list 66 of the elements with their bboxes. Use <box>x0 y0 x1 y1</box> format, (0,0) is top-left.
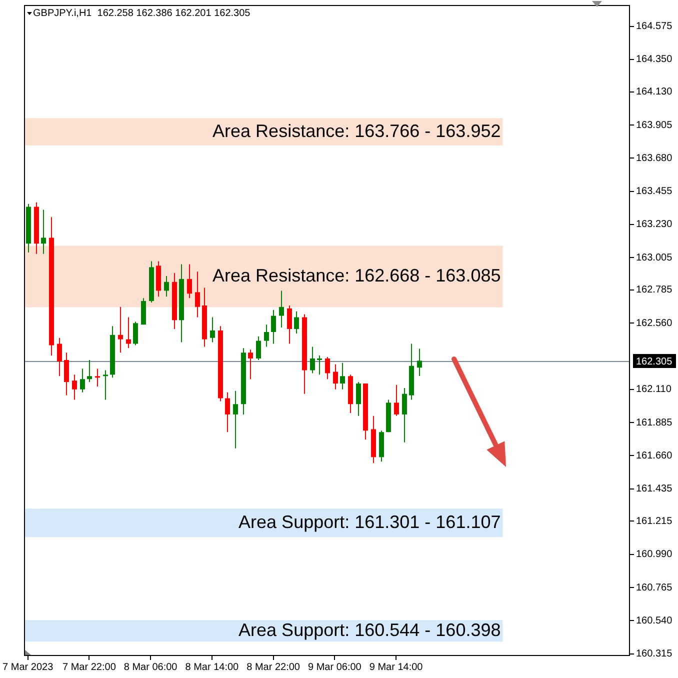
y-tick-label: 161.435 <box>636 484 673 495</box>
candlestick <box>264 324 269 348</box>
band-label: Area Resistance: 163.766 - 163.952 <box>212 120 501 141</box>
candlestick <box>233 390 238 449</box>
candlestick <box>64 352 69 396</box>
candlestick <box>195 271 200 318</box>
candlestick <box>356 382 361 416</box>
band-label: Area Support: 161.301 - 161.107 <box>238 512 501 532</box>
candlestick <box>187 264 192 299</box>
candlestick <box>141 298 146 326</box>
candlestick <box>248 349 253 380</box>
y-tick-label: 161.885 <box>636 417 673 428</box>
candlestick <box>41 209 46 254</box>
candlestick <box>95 368 100 387</box>
y-tick-label: 160.765 <box>636 582 673 594</box>
candlestick <box>271 309 276 344</box>
y-tick-label: 163.455 <box>636 186 673 198</box>
candlestick <box>80 368 85 393</box>
x-tick-label: 8 Mar 14:00 <box>185 662 240 673</box>
candlestick <box>87 359 92 383</box>
y-tick-label: 160.990 <box>636 549 673 560</box>
x-tick-label: 9 Mar 14:00 <box>369 662 424 673</box>
x-tick-label: 7 Mar 22:00 <box>62 662 116 673</box>
candlestick <box>103 370 108 400</box>
band-label: Area Resistance: 162.668 - 163.085 <box>212 265 501 286</box>
ref-line-label: 162.305 <box>636 356 673 368</box>
x-tick-label: 9 Mar 06:00 <box>308 662 362 673</box>
y-tick-label: 162.785 <box>636 284 673 296</box>
y-tick-label: 163.680 <box>636 152 673 164</box>
candlestick <box>310 346 315 374</box>
candlestick <box>317 355 322 376</box>
candlestick <box>72 374 77 400</box>
x-tick-label: 7 Mar 2023 <box>2 662 54 673</box>
candlestick <box>118 306 123 354</box>
y-tick-label: 161.215 <box>636 516 673 527</box>
candlestick <box>287 304 292 344</box>
band-label: Area Support: 160.544 - 160.398 <box>238 620 501 640</box>
x-tick-label: 8 Mar 22:00 <box>246 662 300 673</box>
y-tick-label: 164.575 <box>636 21 673 32</box>
candlestick <box>126 316 131 349</box>
y-tick-label: 164.130 <box>636 86 673 98</box>
y-tick-label: 163.230 <box>636 219 673 230</box>
y-tick-label: 160.315 <box>636 648 673 660</box>
y-tick-label: 163.905 <box>636 120 673 131</box>
y-tick-label: 160.540 <box>636 615 673 626</box>
candlestick <box>325 356 330 380</box>
x-tick-label: 8 Mar 06:00 <box>124 662 178 673</box>
y-tick-label: 164.350 <box>636 54 673 66</box>
candlestick <box>340 362 345 390</box>
candlestick <box>333 364 338 390</box>
candlestick <box>57 337 62 377</box>
candlestick <box>225 392 230 433</box>
candlestick <box>133 321 138 346</box>
y-tick-label: 162.560 <box>636 318 673 329</box>
y-tick-label: 161.660 <box>636 450 673 462</box>
candlestick <box>417 348 422 377</box>
y-tick-label: 163.005 <box>636 252 673 264</box>
candlestick <box>394 384 399 416</box>
candlestick <box>256 336 261 360</box>
candlestick <box>402 387 407 443</box>
candlestick <box>164 276 169 298</box>
y-tick-label: 162.110 <box>636 384 672 396</box>
candlestick <box>294 310 299 334</box>
candlestick <box>210 316 215 343</box>
chart-title: GBPJPY.i,H1 162.258 162.386 162.201 162.305 <box>33 8 251 19</box>
candlestick <box>279 290 284 328</box>
